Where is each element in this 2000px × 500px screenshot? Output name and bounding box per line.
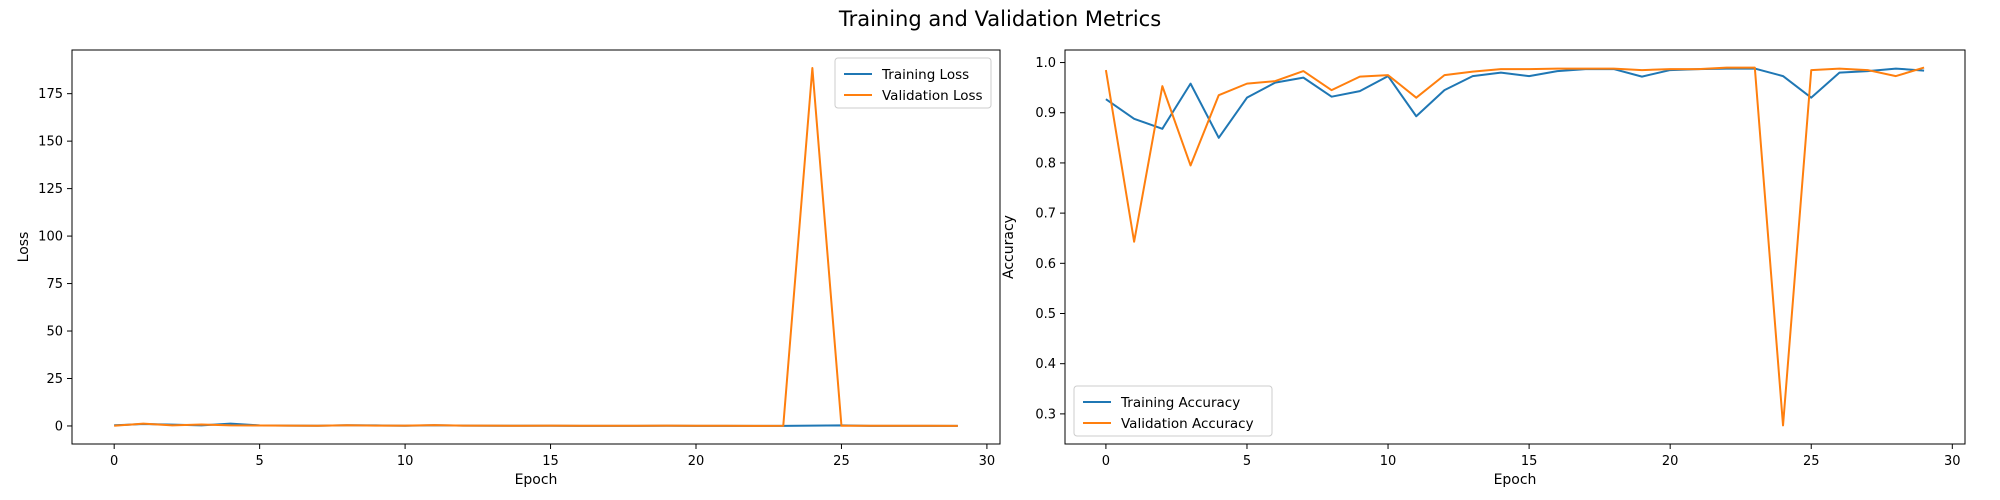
legend: Training Loss Validation Loss: [834, 57, 992, 109]
legend-label: Training Accuracy: [1120, 395, 1240, 411]
x-tick-label: 10: [1380, 454, 1397, 469]
x-tick-label: 30: [979, 454, 996, 469]
x-tick-label: 10: [397, 454, 414, 469]
accuracy-chart: 0 5 10 15 20 25 30 0.3 0.4 0.5 0.6 0.7 0.8 0.9 1.0 Epoc…: [1001, 49, 1966, 488]
y-tick-label: 125: [38, 182, 63, 197]
loss-chart: 0 5 10 15 20 25 30 0 25 50 75 100 125 150 175 Epoch Loss…: [16, 49, 1001, 488]
x-tick-label: 5: [1243, 454, 1251, 469]
y-axis-label: Accuracy: [1001, 215, 1017, 279]
y-tick-label: 100: [38, 230, 63, 245]
y-tick-label: 0.3: [1035, 407, 1056, 422]
axes-frame: [71, 49, 1001, 445]
y-tick-label: 0.4: [1035, 357, 1056, 372]
y-tick-label: 75: [46, 277, 63, 292]
x-tick-label: 20: [688, 454, 705, 469]
y-tick-label: 25: [46, 372, 63, 387]
y-tick-label: 0.6: [1035, 257, 1056, 272]
x-tick-label: 0: [110, 454, 118, 469]
x-tick-label: 15: [1521, 454, 1538, 469]
x-tick-label: 25: [1803, 454, 1820, 469]
series-line-validation-accuracy: [1104, 66, 1925, 427]
y-tick-label: 0.7: [1035, 207, 1056, 222]
y-tick-label: 150: [38, 135, 63, 150]
figure-title: Training and Validation Metrics: [838, 7, 1161, 31]
x-tick-label: 20: [1662, 454, 1679, 469]
x-tick-label: 30: [1944, 454, 1961, 469]
axes-frame: [1064, 49, 1966, 445]
legend-box: [834, 57, 992, 109]
x-tick-label: 5: [255, 454, 263, 469]
series-line-validation-loss: [114, 67, 958, 427]
series-line-training-accuracy: [1105, 67, 1925, 139]
x-tick-label: 0: [1102, 454, 1110, 469]
y-tick-label: 0: [55, 419, 63, 434]
x-tick-label: 15: [542, 454, 559, 469]
y-tick-label: 175: [38, 87, 63, 102]
legend-label: Validation Accuracy: [1121, 416, 1254, 432]
x-axis-label: Epoch: [515, 472, 558, 488]
y-tick-label: 1.0: [1035, 56, 1056, 71]
legend: Training Accuracy Validation Accuracy: [1073, 385, 1273, 437]
x-tick-label: 25: [833, 454, 850, 469]
x-axis-label: Epoch: [1494, 472, 1537, 488]
y-axis-label: Loss: [16, 232, 32, 263]
legend-label: Validation Loss: [882, 88, 983, 104]
legend-box: [1073, 385, 1273, 437]
y-tick-label: 50: [46, 325, 63, 340]
y-tick-label: 0.8: [1035, 156, 1056, 171]
y-tick-label: 0.5: [1035, 307, 1056, 322]
y-tick-label: 0.9: [1035, 106, 1056, 121]
legend-label: Training Loss: [881, 67, 969, 83]
